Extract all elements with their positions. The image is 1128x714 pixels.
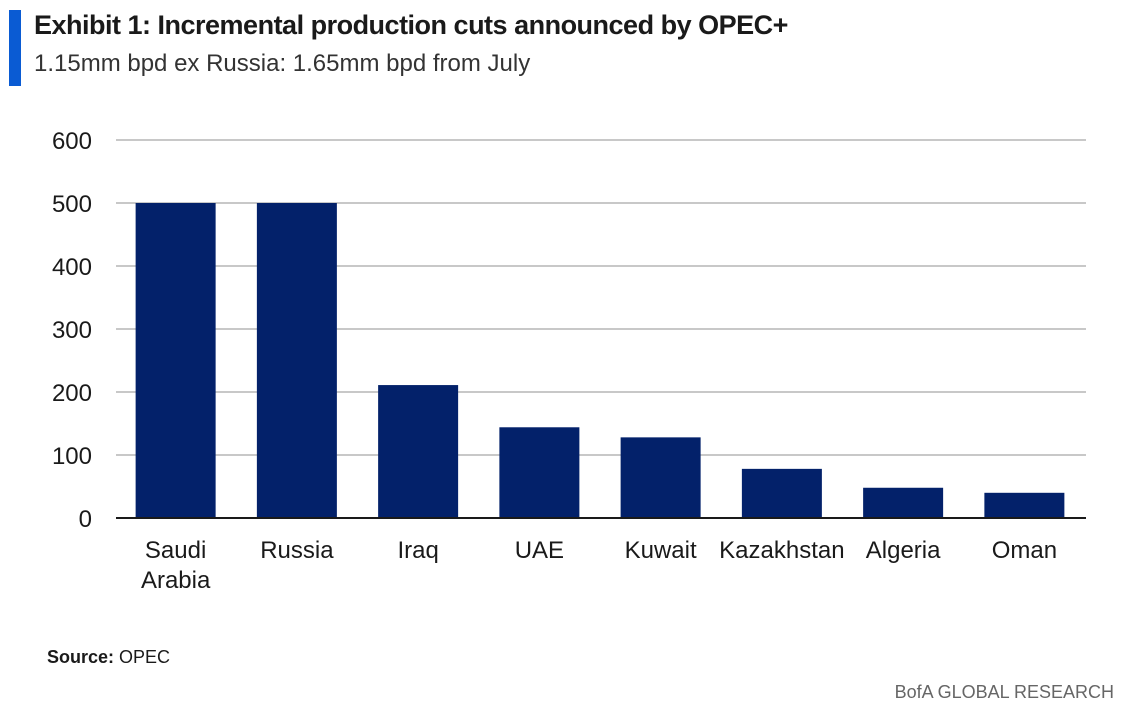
x-category-label: Kazakhstan	[719, 537, 844, 564]
x-category-label: Saudi Arabia	[141, 537, 211, 594]
y-tick-label: 0	[79, 506, 92, 533]
x-category-label: Russia	[260, 537, 334, 564]
bar	[256, 203, 337, 518]
bar	[741, 468, 822, 518]
x-category-label: UAE	[515, 537, 564, 564]
source-note: Source: OPEC	[47, 647, 170, 668]
bar	[620, 437, 701, 518]
brand-label: BofA GLOBAL RESEARCH	[894, 682, 1114, 702]
chart-title: Exhibit 1: Incremental production cuts a…	[34, 10, 788, 40]
x-category-labels: Saudi Arabia Russia Iraq UAE Kuwait Kazakhstan…	[141, 537, 1057, 594]
x-category-label: Iraq	[397, 537, 438, 564]
y-tick-label: 500	[52, 191, 92, 218]
bar	[378, 385, 459, 518]
y-tick-labels: 0 100 200 300 400 500 600	[52, 128, 92, 533]
y-tick-label: 300	[52, 317, 92, 344]
y-tick-label: 400	[52, 254, 92, 281]
y-tick-label: 600	[52, 128, 92, 155]
bar	[135, 203, 216, 518]
y-tick-label: 100	[52, 443, 92, 470]
bar	[984, 492, 1065, 518]
source-label: Source:	[47, 647, 115, 667]
chart-subtitle: 1.15mm bpd ex Russia: 1.65mm bpd from Ju…	[34, 50, 531, 77]
x-category-label: Oman	[992, 537, 1057, 564]
y-tick-label: 200	[52, 380, 92, 407]
bar	[499, 427, 580, 518]
x-category-label: Kuwait	[625, 537, 697, 564]
bar	[863, 487, 944, 518]
source-text: OPEC	[119, 647, 171, 667]
title-accent-bar	[9, 10, 21, 86]
bars	[135, 203, 1065, 518]
x-category-label: Algeria	[866, 537, 941, 564]
